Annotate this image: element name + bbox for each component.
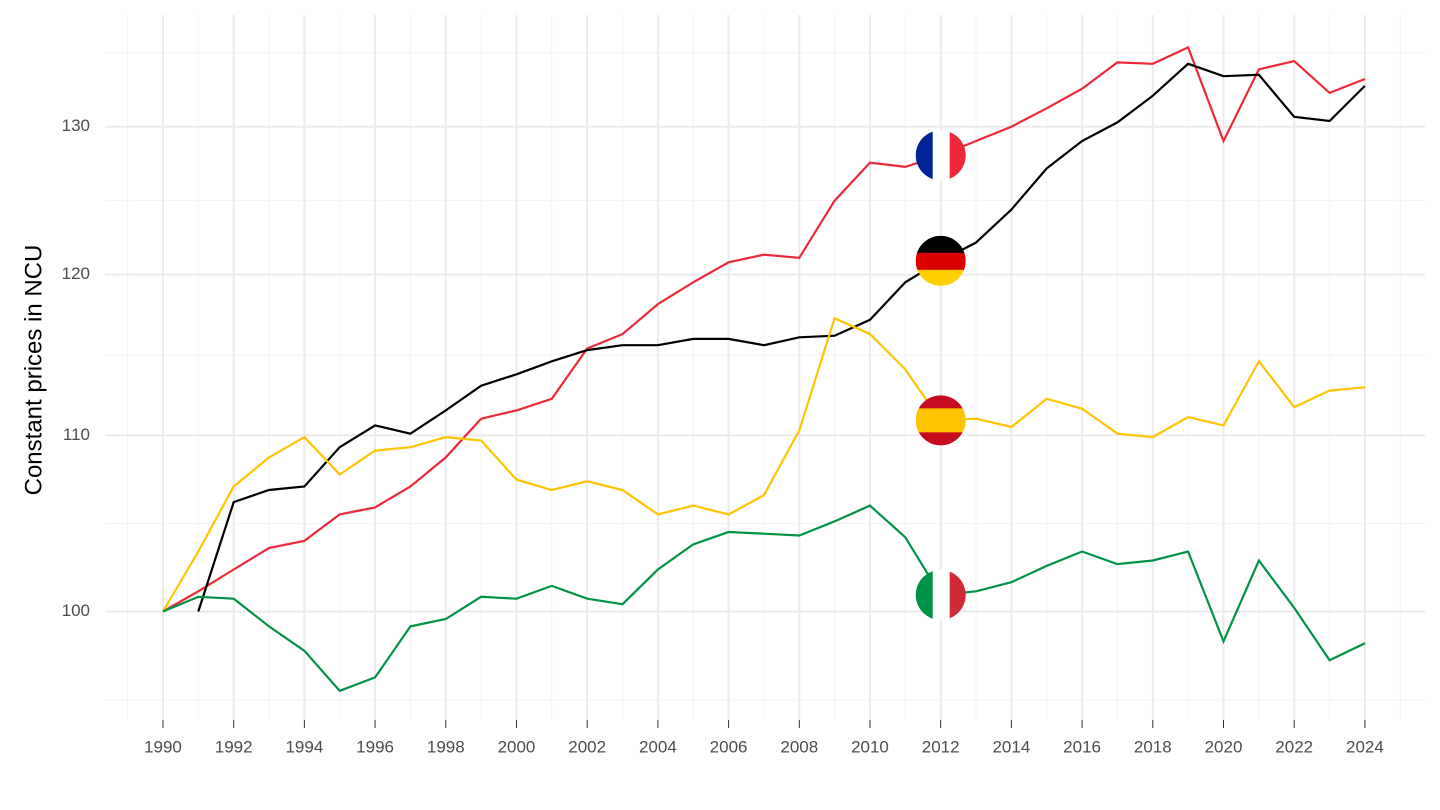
flag-stripe: [915, 569, 934, 620]
x-tick-label: 2022: [1275, 737, 1313, 756]
flag-stripe: [915, 130, 934, 181]
flag-stripe: [932, 569, 951, 620]
country-flag: [915, 130, 966, 181]
y-tick-label: 130: [62, 116, 90, 135]
country-flag: [915, 235, 966, 286]
flag-stripes: [915, 130, 966, 181]
series-line: [197, 62, 1366, 612]
x-tick-label: 2018: [1134, 737, 1172, 756]
x-tick-label: 2010: [851, 737, 889, 756]
flag-stripe: [915, 432, 966, 446]
flag-stripe: [949, 130, 966, 181]
x-tick-label: 1994: [285, 737, 323, 756]
series-line: [162, 504, 1366, 693]
x-tick-label: 2008: [780, 737, 818, 756]
grid: [105, 15, 1425, 720]
flag-stripe: [915, 252, 966, 271]
y-tick-label: 110: [63, 425, 90, 444]
y-tick-label: 100: [62, 601, 90, 620]
country-flag: [915, 395, 966, 446]
flag-stripe: [915, 269, 966, 286]
flags: [915, 130, 966, 620]
series-line: [162, 45, 1366, 613]
flag-stripes: [915, 395, 966, 446]
flag-stripes: [915, 235, 966, 286]
y-axis-label: Constant prices in NCU: [20, 245, 47, 496]
flag-stripes: [915, 569, 966, 620]
x-tick-label: 1992: [215, 737, 253, 756]
flag-stripe: [915, 235, 966, 254]
x-tick-label: 2024: [1346, 737, 1384, 756]
x-tick-label: 1990: [144, 737, 182, 756]
series-line: [162, 316, 1366, 613]
x-tick-label: 1998: [427, 737, 465, 756]
x-tick-label: 1996: [356, 737, 394, 756]
lines: [162, 45, 1366, 693]
flag-stripe: [932, 130, 951, 181]
x-tick-label: 2012: [922, 737, 960, 756]
x-tick-label: 2016: [1063, 737, 1101, 756]
flag-stripe: [915, 395, 966, 409]
x-tick-label: 2006: [710, 737, 748, 756]
y-tick-label: 120: [62, 264, 90, 283]
x-tick-label: 2004: [639, 737, 677, 756]
x-tick-label: 2002: [568, 737, 606, 756]
flag-stripe: [915, 408, 966, 433]
x-tick-label: 2020: [1205, 737, 1243, 756]
x-tick-label: 2000: [498, 737, 536, 756]
country-flag: [915, 569, 966, 620]
x-tick-label: 2014: [992, 737, 1030, 756]
flag-stripe: [949, 569, 966, 620]
